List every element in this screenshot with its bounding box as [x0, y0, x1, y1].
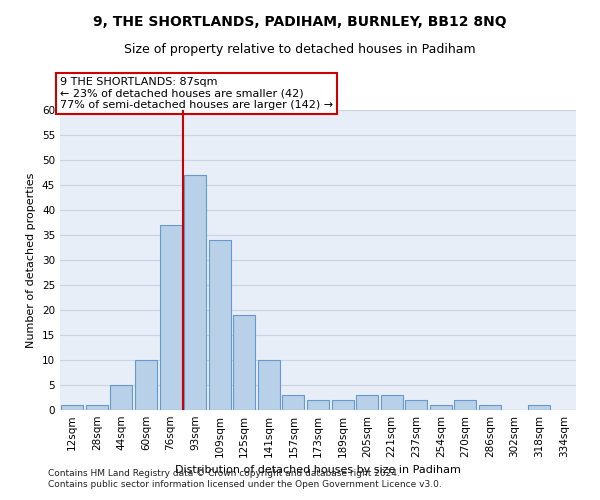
Bar	[332, 400, 353, 410]
Bar	[258, 360, 280, 410]
Text: 9, THE SHORTLANDS, PADIHAM, BURNLEY, BB12 8NQ: 9, THE SHORTLANDS, PADIHAM, BURNLEY, BB1…	[93, 15, 507, 29]
Text: 9 THE SHORTLANDS: 87sqm
← 23% of detached houses are smaller (42)
77% of semi-de: 9 THE SHORTLANDS: 87sqm ← 23% of detache…	[60, 77, 333, 110]
Text: Contains HM Land Registry data © Crown copyright and database right 2024.: Contains HM Land Registry data © Crown c…	[48, 468, 400, 477]
Bar	[233, 315, 256, 410]
X-axis label: Distribution of detached houses by size in Padiham: Distribution of detached houses by size …	[175, 466, 461, 475]
Bar	[209, 240, 231, 410]
Bar	[405, 400, 427, 410]
Bar	[135, 360, 157, 410]
Text: Contains public sector information licensed under the Open Government Licence v3: Contains public sector information licen…	[48, 480, 442, 489]
Bar	[86, 405, 108, 410]
Bar	[454, 400, 476, 410]
Bar	[160, 225, 182, 410]
Text: Size of property relative to detached houses in Padiham: Size of property relative to detached ho…	[124, 42, 476, 56]
Bar	[307, 400, 329, 410]
Bar	[110, 385, 133, 410]
Bar	[479, 405, 501, 410]
Bar	[61, 405, 83, 410]
Y-axis label: Number of detached properties: Number of detached properties	[26, 172, 37, 348]
Bar	[380, 395, 403, 410]
Bar	[528, 405, 550, 410]
Bar	[430, 405, 452, 410]
Bar	[283, 395, 304, 410]
Bar	[184, 175, 206, 410]
Bar	[356, 395, 378, 410]
